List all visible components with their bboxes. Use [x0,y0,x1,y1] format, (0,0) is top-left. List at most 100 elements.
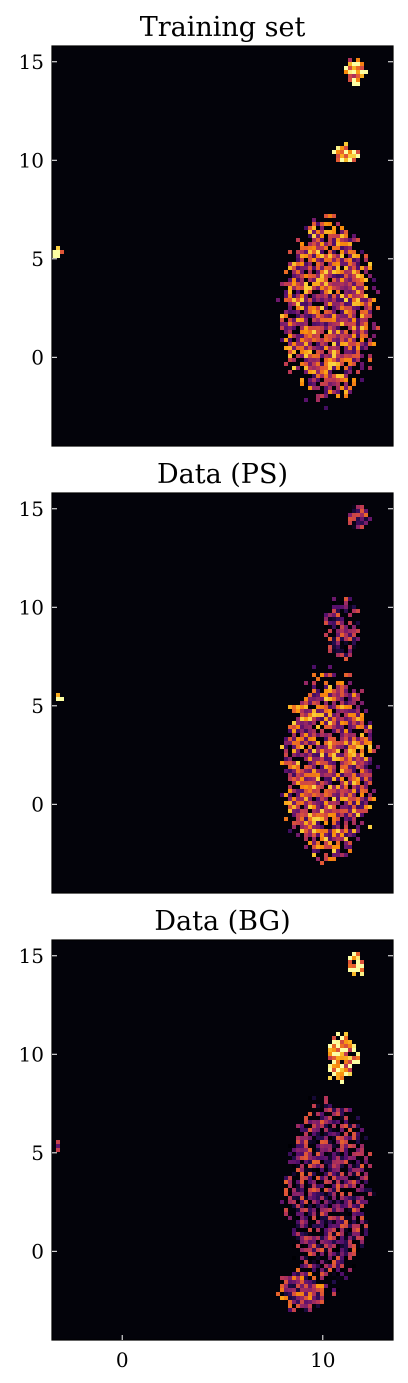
heatmap-cell [336,154,340,158]
heatmap-cell [340,797,344,801]
heatmap-cell [348,290,352,294]
heatmap-cell [360,1208,364,1212]
heatmap-cell [352,1224,356,1228]
heatmap-cell [332,1072,336,1076]
heatmap-cell [304,398,308,402]
heatmap-cell [328,757,332,761]
heatmap-cell [324,745,328,749]
heatmap-cell [340,1140,344,1144]
heatmap-cell [332,1292,336,1296]
heatmap-cell [320,1212,324,1216]
heatmap-cell [316,733,320,737]
heatmap-cell [352,1240,356,1244]
heatmap-cell [324,1216,328,1220]
heatmap-cell [312,346,316,350]
heatmap-cell [348,801,352,805]
heatmap-cell [328,781,332,785]
heatmap-cell [300,801,304,805]
heatmap-cell [284,753,288,757]
heatmap-cell [320,1180,324,1184]
heatmap-cell [292,813,296,817]
heatmap-cell [344,721,348,725]
heatmap-cell [304,741,308,745]
heatmap-cell [312,298,316,302]
heatmap-cell [364,330,368,334]
heatmap-cell [344,1108,348,1112]
heatmap-cell [304,837,308,841]
heatmap-cell [344,154,348,158]
heatmap-cell [296,1296,300,1300]
heatmap-cell [340,765,344,769]
heatmap-cell [356,1236,360,1240]
heatmap-cell [328,358,332,362]
heatmap-cell [352,1200,356,1204]
heatmap-cell [292,1160,296,1164]
heatmap-cell [340,374,344,378]
heatmap-cell [304,749,308,753]
heatmap-cell [300,1144,304,1148]
heatmap-cell [348,1168,352,1172]
heatmap-cell [312,793,316,797]
heatmap-cell [328,845,332,849]
heatmap-cell [340,1148,344,1152]
heatmap-cell [288,1292,292,1296]
heatmap-cell [312,1112,316,1116]
heatmap-cell [316,398,320,402]
heatmap-cell [320,254,324,258]
heatmap-cell [324,1180,328,1184]
heatmap-cell [308,266,312,270]
heatmap-cell [344,294,348,298]
heatmap-cell [364,709,368,713]
heatmap-cell [316,801,320,805]
heatmap-cell [336,1116,340,1120]
heatmap-cell [320,1176,324,1180]
heatmap-cell [372,298,376,302]
heatmap-cell [292,1296,296,1300]
heatmap-cell [316,1220,320,1224]
heatmap-cell [308,362,312,366]
heatmap-cell [364,1136,368,1140]
heatmap-cell [296,1196,300,1200]
heatmap-cell [336,757,340,761]
heatmap-cell [348,713,352,717]
heatmap-cell [320,729,324,733]
heatmap-cell [288,789,292,793]
heatmap-cell [324,246,328,250]
heatmap-cell [320,1196,324,1200]
heatmap-cell [328,222,332,226]
heatmap-cell [304,805,308,809]
heatmap-cell [352,645,356,649]
heatmap-cell [344,1056,348,1060]
heatmap-cell [352,793,356,797]
heatmap-cell [292,825,296,829]
heatmap-cell [356,1132,360,1136]
heatmap-cell [344,274,348,278]
heatmap-cell [332,829,336,833]
heatmap-cell [308,1152,312,1156]
heatmap-cell [336,346,340,350]
heatmap-cell [336,366,340,370]
heatmap-cell [316,809,320,813]
heatmap-cell [320,266,324,270]
heatmap-cell [348,813,352,817]
heatmap-cell [308,709,312,713]
heatmap-cell [328,769,332,773]
heatmap-cell [320,1292,324,1296]
heatmap-cell [364,789,368,793]
heatmap-cell [308,234,312,238]
heatmap-cell [328,761,332,765]
heatmap-cell [348,366,352,370]
heatmap-cell [356,1208,360,1212]
heatmap-cell [304,1168,308,1172]
heatmap-cell [304,1260,308,1264]
heatmap-cell [352,1236,356,1240]
heatmap-cell [300,330,304,334]
heatmap-cell [288,330,292,334]
heatmap-cell [316,258,320,262]
heatmap-cell [304,1172,308,1176]
heatmap-cell [324,773,328,777]
heatmap-cell [284,1192,288,1196]
heatmap-cell [312,254,316,258]
heatmap-cell [312,326,316,330]
heatmap-cell [356,713,360,717]
